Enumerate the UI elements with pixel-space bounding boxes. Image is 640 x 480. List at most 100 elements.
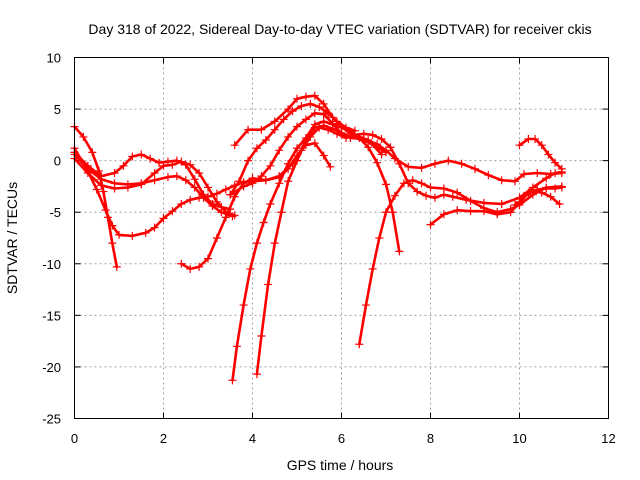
- data-point-marker: [382, 208, 390, 217]
- data-point-marker: [310, 123, 319, 132]
- data-point-marker: [230, 192, 239, 201]
- data-point-marker: [244, 156, 253, 165]
- data-point-marker: [417, 179, 426, 188]
- y-tick-label: 10: [47, 51, 61, 66]
- data-point-marker: [471, 164, 479, 173]
- data-point-marker: [555, 199, 564, 208]
- data-point-marker: [279, 115, 288, 124]
- data-point-marker: [426, 183, 435, 192]
- data-point-marker: [259, 218, 268, 227]
- data-point-marker: [266, 199, 275, 208]
- data-point-marker: [108, 221, 117, 230]
- data-point-marker: [426, 220, 435, 229]
- data-point-marker: [221, 185, 230, 194]
- data-point-marker: [101, 206, 110, 215]
- tick-labels: 0 2 4 6 8 10 12 -25 -20 -15 -10 -5 0 5 10: [42, 51, 616, 447]
- series-line: [231, 120, 401, 382]
- data-point-marker: [390, 154, 399, 163]
- data-point-marker: [239, 182, 248, 191]
- data-point-marker: [99, 187, 108, 196]
- data-point-marker: [531, 134, 540, 143]
- data-point-marker: [448, 192, 457, 201]
- data-point-marker: [350, 126, 359, 135]
- data-point-marker: [168, 207, 177, 216]
- data-point-marker: [150, 169, 159, 178]
- data-point-marker: [277, 208, 286, 217]
- data-point-marker: [110, 169, 119, 178]
- data-point-marker: [310, 139, 319, 148]
- data-point-marker: [484, 171, 493, 180]
- data-point-marker: [388, 208, 397, 217]
- x-tick-label: 4: [249, 431, 256, 446]
- data-point-marker: [368, 130, 377, 139]
- x-axis-label: GPS time / hours: [287, 457, 394, 473]
- data-point-marker: [190, 175, 199, 184]
- data-point-marker: [319, 99, 328, 108]
- data-point-marker: [270, 117, 279, 126]
- data-point-marker: [261, 136, 270, 145]
- data-point-marker: [92, 185, 101, 194]
- data-point-marker: [546, 170, 555, 179]
- data-point-marker: [284, 177, 293, 186]
- data-point-marker: [137, 180, 146, 189]
- data-point-marker: [108, 239, 117, 248]
- data-point-marker: [208, 199, 217, 208]
- data-point-marker: [466, 207, 475, 216]
- data-point-marker: [341, 123, 350, 132]
- data-point-marker: [293, 156, 301, 165]
- data-point-marker: [493, 210, 502, 219]
- data-point-marker: [386, 143, 395, 152]
- data-point-marker: [557, 164, 566, 173]
- data-point-marker: [195, 169, 204, 178]
- data-point-marker: [235, 177, 244, 186]
- series-s5: [70, 154, 239, 220]
- data-point-marker: [537, 188, 546, 197]
- data-point-marker: [457, 159, 466, 168]
- y-tick-label: -25: [42, 412, 61, 427]
- data-point-marker: [177, 199, 186, 208]
- data-point-marker: [453, 206, 462, 215]
- data-point-marker: [361, 301, 370, 310]
- data-point-marker: [466, 196, 475, 205]
- data-point-marker: [221, 213, 230, 222]
- data-point-marker: [186, 160, 195, 169]
- data-point-marker: [204, 254, 212, 263]
- data-point-marker: [439, 184, 448, 193]
- data-point-marker: [515, 141, 524, 150]
- data-point-marker: [97, 181, 106, 190]
- data-point-marker: [395, 247, 404, 256]
- data-point-marker: [373, 158, 382, 167]
- data-point-marker: [413, 187, 422, 196]
- data-point-marker: [230, 211, 239, 220]
- series-s15: [515, 134, 566, 173]
- data-point-marker: [355, 132, 364, 141]
- data-point-marker: [212, 234, 221, 242]
- y-tick-label: -20: [42, 360, 61, 375]
- data-point-marker: [177, 259, 186, 268]
- data-point-marker: [137, 150, 146, 159]
- data-point-marker: [252, 144, 261, 153]
- y-tick-label: -5: [49, 205, 61, 220]
- data-point-marker: [163, 173, 172, 182]
- data-point-marker: [270, 239, 279, 248]
- data-point-marker: [257, 125, 266, 134]
- data-point-marker: [355, 340, 364, 349]
- data-point-marker: [284, 132, 293, 141]
- data-point-marker: [293, 94, 301, 103]
- data-point-marker: [324, 109, 333, 118]
- data-point-marker: [284, 159, 293, 168]
- data-point-marker: [524, 134, 533, 143]
- data-point-marker: [551, 158, 560, 167]
- x-tick-label: 6: [338, 431, 345, 446]
- data-point-marker: [453, 188, 462, 197]
- data-point-marker: [377, 150, 386, 159]
- data-point-marker: [417, 163, 426, 172]
- data-point-marker: [497, 199, 506, 208]
- data-point-marker: [430, 193, 439, 202]
- data-point-marker: [382, 180, 390, 189]
- y-axis-label: SDTVAR / TECUs: [4, 182, 20, 294]
- data-point-marker: [373, 140, 382, 149]
- data-point-marker: [88, 148, 97, 157]
